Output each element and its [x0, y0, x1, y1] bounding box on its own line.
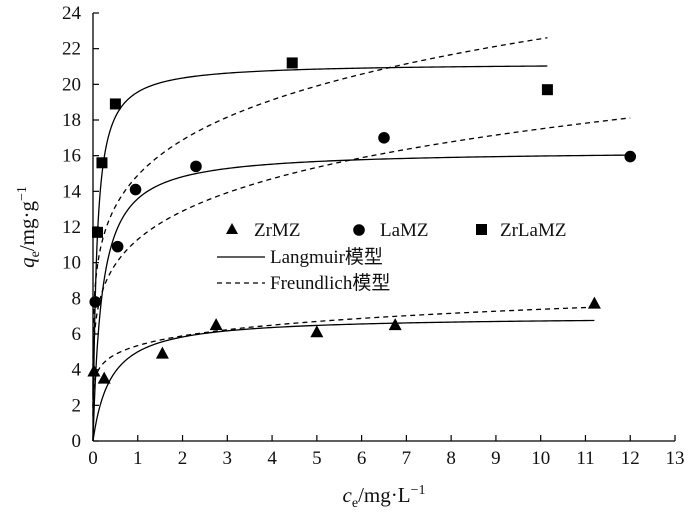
legend-item-freundlich: Freundlich模型 [217, 272, 390, 294]
freundlich-fit-curve-zrlamz [92, 37, 548, 395]
lamz-data-point [190, 160, 202, 173]
x-axis-title: ce/mg·L−1 [343, 483, 426, 511]
zrmz-data-point [310, 325, 324, 338]
zrlamz-data-point [286, 57, 298, 69]
y-tick-label: 22 [62, 39, 81, 60]
x-tick-label: 12 [621, 448, 640, 469]
x-tick-label: 3 [223, 448, 233, 469]
x-tick-label: 7 [402, 448, 412, 469]
zrmz-data-point [587, 296, 601, 309]
legend-item-zrmz: ZrMZ [226, 220, 300, 241]
x-tick-label: 10 [531, 448, 550, 469]
x-tick-label: 11 [576, 448, 594, 469]
lamz-data-point [624, 150, 637, 163]
lamz-data-point [111, 240, 124, 253]
y-tick-label: 24 [62, 3, 82, 24]
triangle-marker-icon [226, 223, 238, 234]
langmuir-fit-curve-zrmz [92, 319, 595, 442]
x-tick-label: 13 [666, 448, 685, 469]
legend-label-freundlich: Freundlich模型 [270, 272, 390, 294]
x-tick-label: 4 [267, 448, 277, 469]
y-tick-label: 8 [72, 288, 82, 309]
legend-item-zrlamz: ZrLaMZ [476, 220, 566, 241]
zrlamz-data-point [91, 226, 103, 238]
zrmz-data-point [155, 346, 169, 359]
zrmz-data-point [209, 318, 223, 331]
y-tick-label: 16 [62, 146, 81, 167]
zrmz-data-point [97, 371, 111, 384]
y-tick-label: 0 [72, 431, 82, 452]
langmuir-fit-curve-lamz [92, 154, 631, 441]
x-tick-label: 2 [178, 448, 188, 469]
lamz-data-point [378, 132, 390, 144]
zrmz-data-point [388, 318, 402, 331]
lamz-data-point [129, 183, 142, 196]
circle-marker-icon [353, 224, 365, 236]
y-tick-label: 10 [62, 253, 81, 274]
y-tick-label: 20 [62, 74, 81, 95]
x-tick-label: 6 [357, 448, 367, 469]
langmuir-fit-curve-zrlamz [92, 65, 548, 441]
zrlamz-data-point [96, 157, 108, 169]
freundlich-fit-curve-zrmz [92, 306, 595, 417]
x-tick-label: 0 [88, 448, 98, 469]
y-axis-title: qe/mg·g−1 [15, 186, 43, 268]
y-tick-label: 4 [72, 360, 82, 381]
legend-label-zrmz: ZrMZ [254, 220, 300, 241]
x-tick-label: 9 [491, 448, 501, 469]
zrlamz-data-point [541, 84, 553, 96]
freundlich-fit-curve-lamz [92, 117, 631, 409]
zrlamz-data-point [109, 98, 121, 110]
legend-item-langmuir: Langmuir模型 [217, 246, 383, 268]
y-tick-label: 18 [62, 110, 81, 131]
y-tick-label: 2 [72, 395, 82, 416]
lamz-data-point [89, 296, 102, 308]
y-tick-label: 6 [72, 324, 82, 345]
y-tick-label: 12 [62, 217, 81, 238]
square-marker-icon [476, 224, 487, 235]
x-tick-label: 1 [133, 448, 143, 469]
x-tick-label: 8 [446, 448, 456, 469]
y-tick-label: 14 [62, 181, 82, 202]
legend-label-zrlamz: ZrLaMZ [500, 220, 566, 241]
data-markers [87, 57, 637, 384]
legend-label-langmuir: Langmuir模型 [270, 246, 383, 268]
x-tick-label: 5 [312, 448, 322, 469]
zrmz-data-point [87, 364, 101, 377]
x-ticks: 0 1 2 3 4 5 6 7 8 9 10 11 12 13 [88, 435, 685, 469]
legend: ZrMZ LaMZ ZrLaMZ Langmuir模型 Freundlich模型 [217, 220, 566, 294]
legend-item-lamz: LaMZ [353, 220, 429, 241]
fit-curves [92, 37, 631, 442]
legend-label-lamz: LaMZ [380, 220, 429, 241]
